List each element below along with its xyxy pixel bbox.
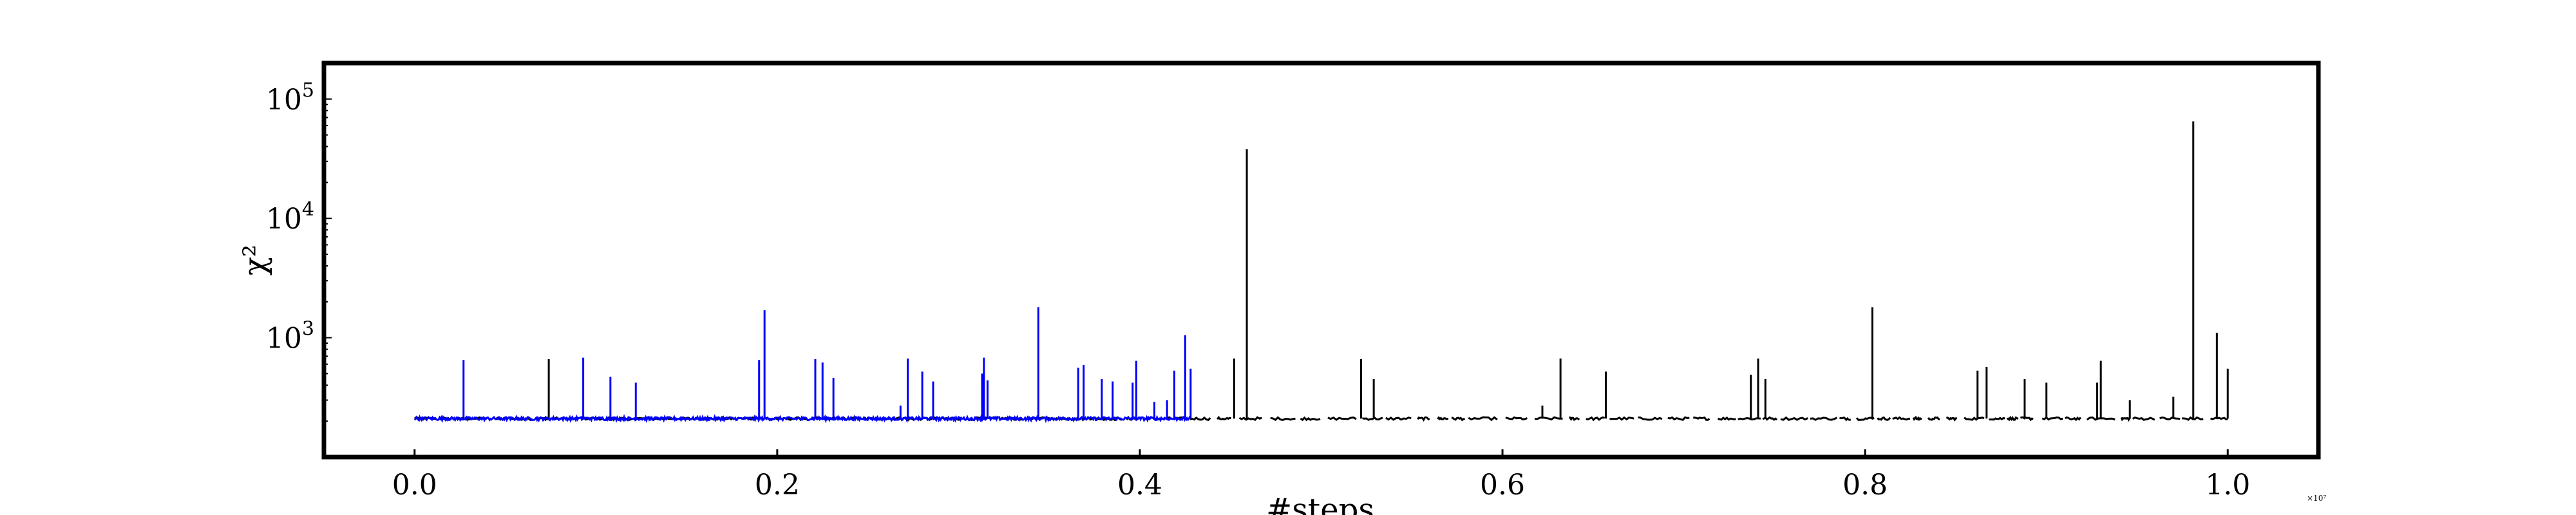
x-tick-label: 0.0: [392, 469, 437, 501]
series-baseline-segment: [1300, 416, 1321, 422]
series-baseline-segment: [1569, 417, 1580, 422]
series-baseline-segment: [1586, 416, 1605, 422]
series-baseline-segment: [1189, 416, 1211, 421]
y-tick-label: 104: [266, 198, 314, 236]
series-baseline-segment: [1738, 417, 1761, 421]
series-baseline-segment: [1780, 416, 1808, 421]
series-baseline-segment: [1927, 416, 1940, 421]
plot-frame: [321, 61, 2321, 460]
y-tick-label: 103: [266, 318, 314, 355]
series-baseline-segment: [1810, 417, 1838, 421]
series-baseline-segment: [1385, 417, 1412, 421]
series-baseline-segment: [1417, 416, 1430, 422]
x-tick-label: 0.6: [1480, 469, 1525, 501]
series-baseline-segment: [1717, 416, 1736, 421]
y-axis-ticks: 103 104 105: [266, 62, 332, 458]
series-baseline-segment: [1609, 416, 1634, 421]
series-baseline-segment: [1964, 417, 1985, 421]
series-baseline-segment: [1437, 416, 1449, 421]
series-baseline-segment: [1505, 416, 1528, 421]
x-offset-label: ×10⁷: [2307, 494, 2326, 503]
series-baseline-segment: [1217, 415, 1231, 421]
series-baseline-segment: [1468, 416, 1498, 422]
x-tick-label: 0.8: [1842, 469, 1888, 501]
x-tick-label: 0.2: [755, 469, 800, 501]
series-baseline-segment: [1912, 415, 1922, 422]
series-baseline-segment: [2132, 416, 2155, 421]
series-baseline-segment: [1667, 416, 1690, 421]
x-axis-ticks: 0.0 0.2 0.4 0.6 0.8 1.0: [392, 449, 2250, 501]
series-baseline-trace: [413, 414, 1191, 424]
series-baseline-segment: [2065, 416, 2081, 422]
series-baseline-segment: [1946, 416, 1958, 422]
series-baseline-segment: [1855, 417, 1875, 421]
x-tick-label: 0.4: [1117, 469, 1162, 501]
series-baseline-segment: [1877, 416, 1891, 421]
series-baseline-segment: [1270, 416, 1296, 421]
series-baseline-segment: [1451, 417, 1465, 422]
series-baseline-segment: [1989, 417, 2005, 421]
series-baseline-segment: [1839, 417, 1852, 422]
series-layer: [413, 121, 2229, 424]
series-baseline-segment: [2159, 417, 2181, 420]
series-c-0000ff: [413, 307, 1192, 424]
series-baseline-segment: [1362, 417, 1383, 421]
y-tick-label: 105: [266, 79, 314, 117]
series-baseline-segment: [2006, 415, 2019, 422]
series-baseline-segment: [1534, 416, 1563, 421]
series-baseline-segment: [1638, 416, 1663, 421]
series-baseline-segment: [2182, 416, 2204, 421]
series-baseline-segment: [2041, 416, 2063, 421]
series-baseline-segment: [2020, 416, 2034, 422]
series-baseline-segment: [1892, 416, 1911, 421]
series-baseline-segment: [1327, 417, 1357, 421]
series-baseline-segment: [1693, 417, 1710, 421]
series-baseline-segment: [2120, 417, 2130, 422]
x-axis-title: #steps: [1266, 492, 1374, 515]
series-c-000000: [414, 121, 2229, 422]
y-axis-title: χ²: [237, 245, 273, 276]
x-tick-label: 1.0: [2205, 469, 2250, 501]
series-baseline-segment: [1238, 416, 1262, 422]
series-baseline-segment: [2210, 417, 2228, 420]
